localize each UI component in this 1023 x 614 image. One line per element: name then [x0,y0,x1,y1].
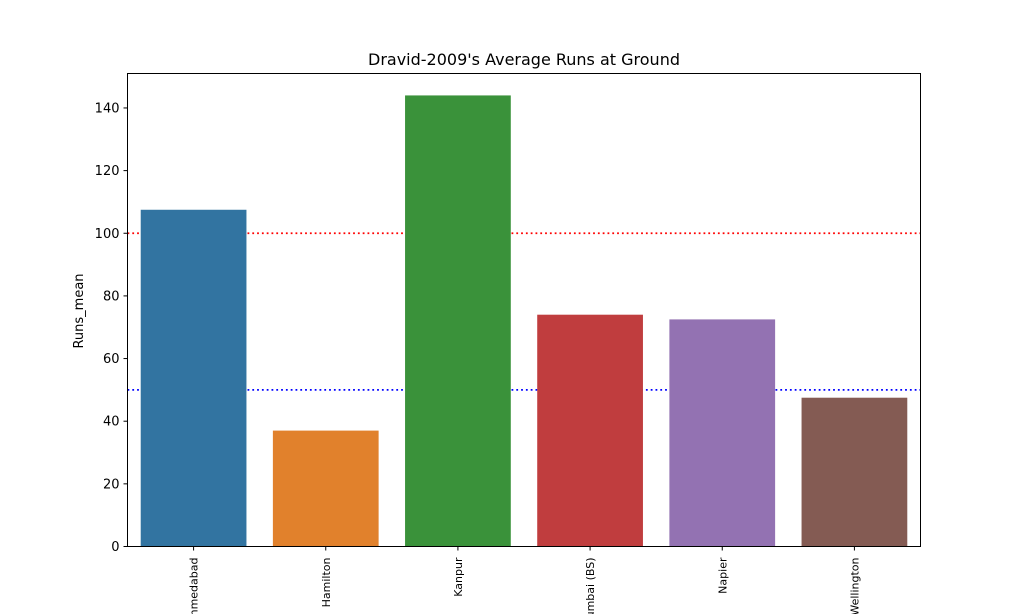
bar-wellington [801,397,908,547]
plot-frame [127,73,921,547]
x-tick-label: Mumbai (BS) [584,558,597,614]
y-tick-label: 0 [111,540,119,555]
bar-ahmedabad [140,209,247,547]
bar-napier [669,319,776,547]
y-tick-label: 60 [103,352,120,367]
x-tick-label: Ahmedabad [188,558,201,614]
x-tick-label: Hamilton [320,557,333,607]
y-tick-label: 40 [103,415,120,430]
x-axis-ticks: Ahmedabad Hamilton Kanpur Mumbai (BS) Napier… [188,546,861,614]
y-axis-ticks: 0 20 40 60 80 100 120 140 [95,101,128,555]
bars [140,95,908,547]
bar-kanpur [405,95,511,547]
y-tick-label: 80 [103,289,120,304]
y-tick-label: 100 [95,227,120,242]
x-tick-label: Napier [716,557,729,594]
y-tick-label: 20 [103,477,120,492]
y-axis-label: Runs_mean [72,273,87,348]
chart-title: Dravid-2009's Average Runs at Ground [368,50,680,69]
x-tick-label: Wellington [848,557,861,614]
y-tick-label: 120 [95,164,120,179]
reference-lines [127,232,921,391]
bar-hamilton [272,430,379,547]
x-tick-label: Kanpur [452,557,465,597]
bar-mumbai-bs [537,314,643,547]
y-tick-label: 140 [95,101,120,116]
